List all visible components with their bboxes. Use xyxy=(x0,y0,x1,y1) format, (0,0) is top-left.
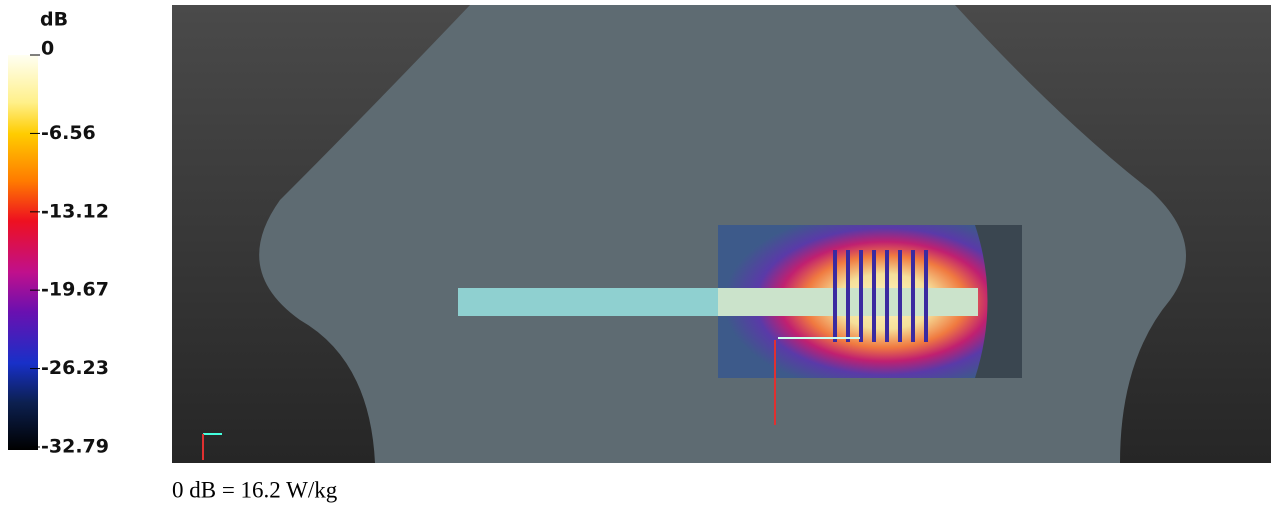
colorbar-tick-label: -13.12 xyxy=(41,200,109,222)
coil xyxy=(833,250,928,342)
caption: 0 dB = 16.2 W/kg xyxy=(172,477,338,502)
colorbar-tick-label: -26.23 xyxy=(41,357,109,379)
colorbar-tick-label: -19.67 xyxy=(41,279,109,301)
colorbar-tick-label: -32.79 xyxy=(41,436,109,458)
colorbar xyxy=(8,55,38,450)
colorbar-tick-label: -6.56 xyxy=(41,122,96,144)
colorbar-unit: dB xyxy=(40,9,68,31)
colorbar-tick-label: 0 xyxy=(41,38,54,60)
